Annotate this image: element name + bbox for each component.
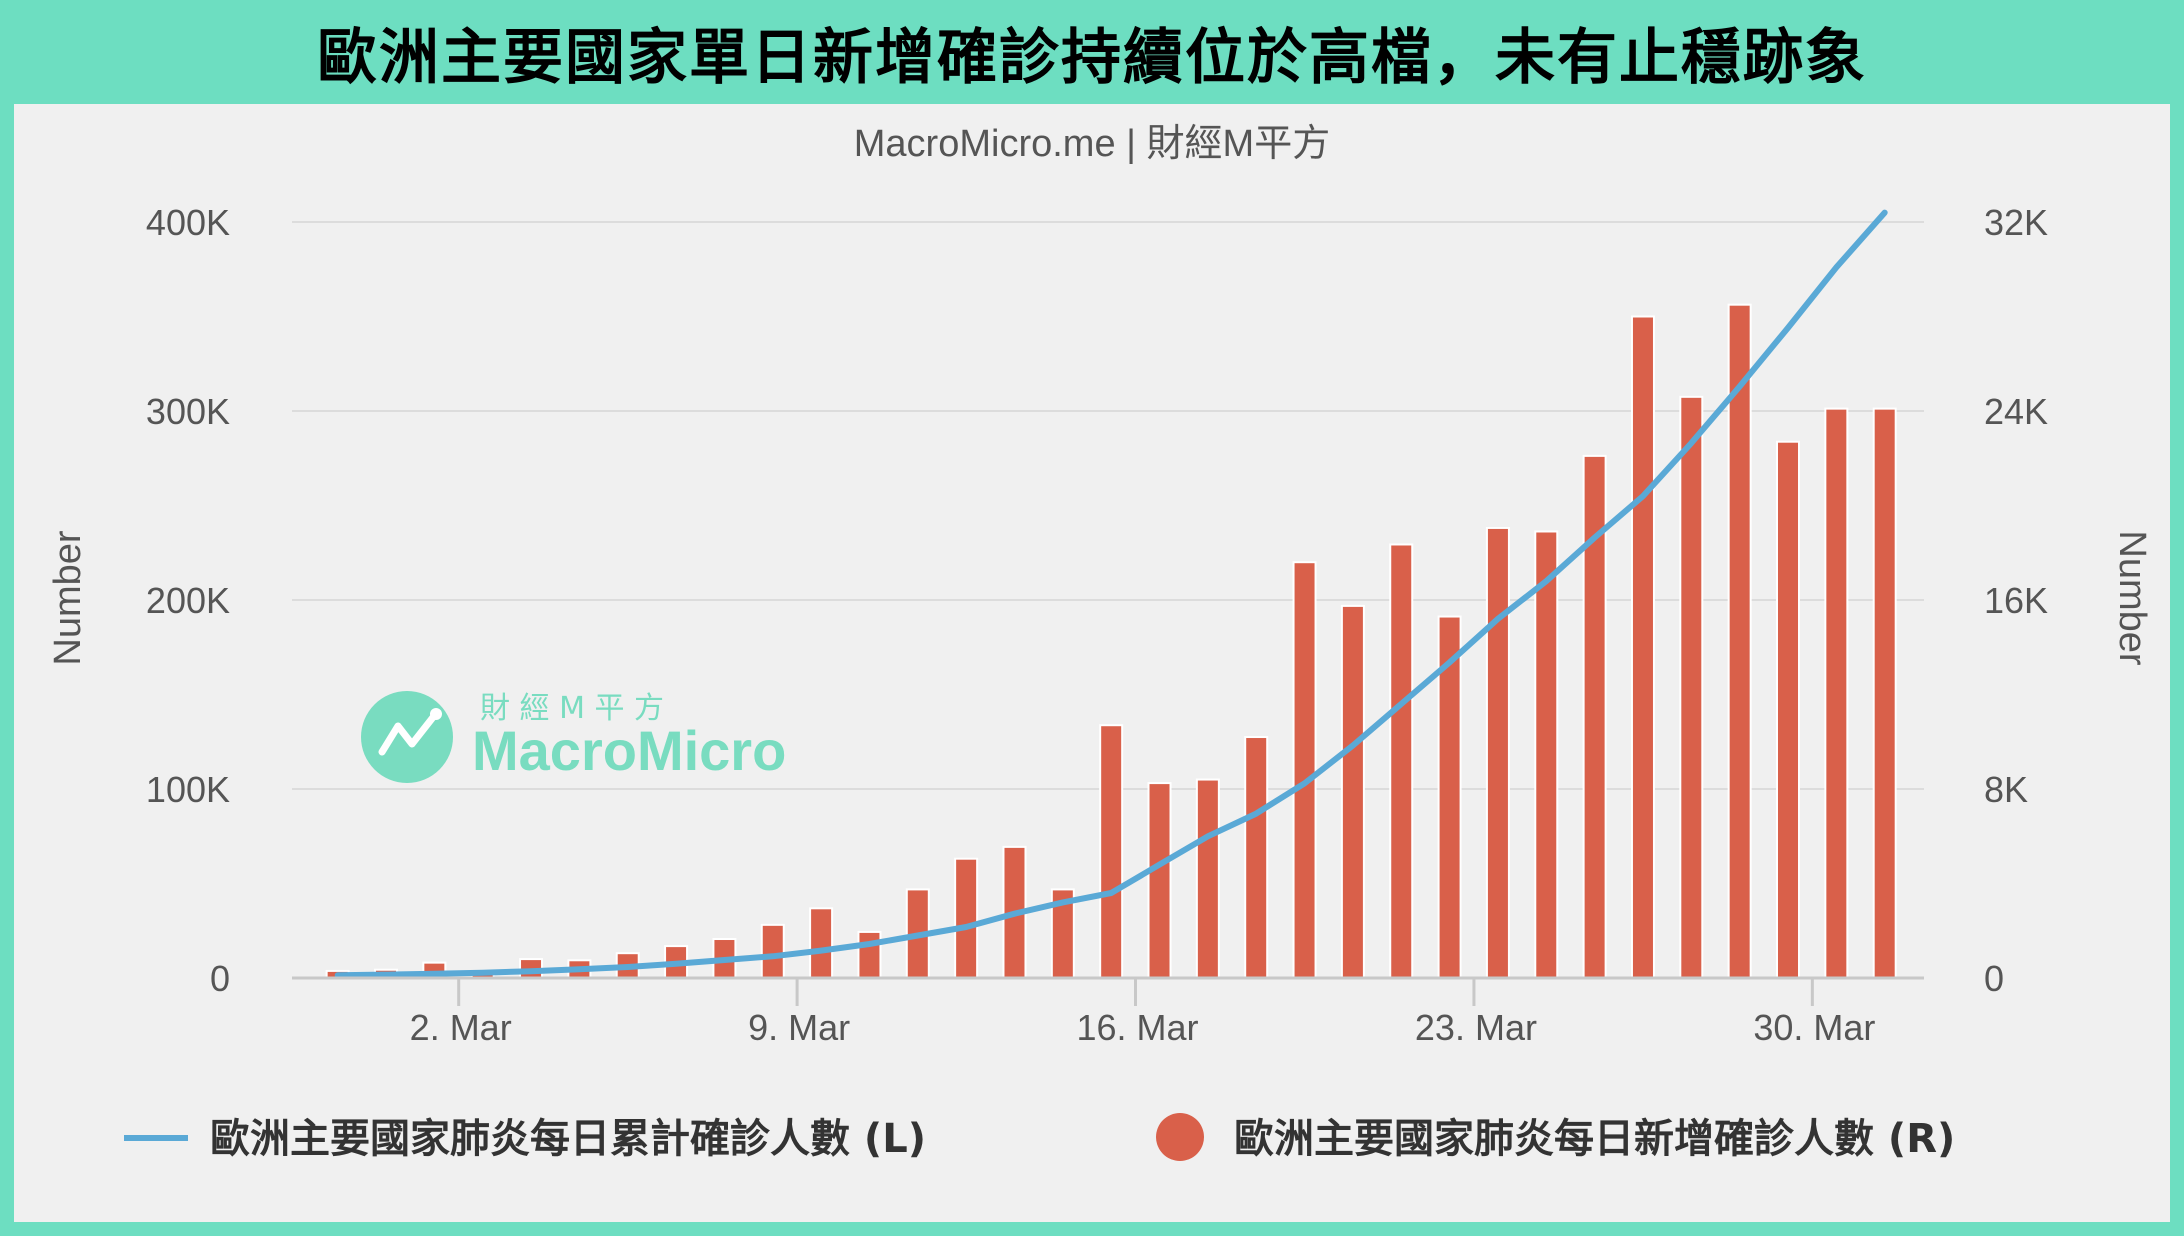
bar [954,857,979,979]
x-tick-label: 9. Mar [748,1007,850,1048]
left-tick-label: 100K [146,769,230,810]
bar [1147,782,1172,979]
right-tick-label: 24K [1984,391,2048,432]
bar [1292,561,1317,979]
bar [1534,530,1559,979]
left-tick-label: 200K [146,580,230,621]
bar [1679,395,1704,979]
right-tick-label: 8K [1984,769,2028,810]
cumulative-line [334,209,1888,979]
left-tick-label: 300K [146,391,230,432]
legend: 歐洲主要國家肺炎每日累計確診人數 (L) 歐洲主要國家肺炎每日新增確診人數 (R… [124,1113,1955,1162]
bar [1824,407,1849,979]
bar [1099,724,1124,980]
bar [1630,315,1655,979]
x-tick-label: 16. Mar [1076,1007,1198,1048]
line-series [334,209,1888,979]
bar [1485,526,1510,979]
bar [1195,778,1220,979]
watermark-logo-dot-icon [430,708,442,720]
bar [1727,303,1752,979]
x-tick-label: 30. Mar [1753,1007,1875,1048]
watermark-en: MacroMicro [472,719,786,782]
watermark: 財 經 M 平 方 MacroMicro [361,691,786,783]
watermark-logo-chart-icon [378,712,438,756]
right-tick-label: 32K [1984,202,2048,243]
legend-bar-swatch [1156,1113,1204,1161]
bar [760,923,785,979]
bar [1340,604,1365,979]
left-tick-label: 0 [210,958,230,999]
legend-line-label: 歐洲主要國家肺炎每日累計確診人數 (L) [210,1116,926,1162]
axes: 0 0 100K 8K 200K 16K 300K 24K 400K 32K 2. Mar 9. Ma… [146,202,2048,1048]
bar [809,907,834,980]
chart-svg: 財 經 M 平 方 MacroMicro MacroMicro.me | 財經M… [47,123,2153,1162]
left-tick-label: 400K [146,202,230,243]
bar [1389,543,1414,979]
right-tick-label: 0 [1984,958,2004,999]
legend-bar-label: 歐洲主要國家肺炎每日新增確診人數 (R) [1234,1116,1955,1162]
bar [1872,407,1897,979]
watermark-cn: 財 經 M 平 方 [480,691,664,726]
x-tick-label: 2. Mar [410,1007,512,1048]
right-tick-label: 16K [1984,580,2048,621]
bar [1776,440,1800,979]
x-tick-label: 23. Mar [1415,1007,1537,1048]
chart-panel: 財 經 M 平 方 MacroMicro MacroMicro.me | 財經M… [14,104,2170,1222]
bar [1244,736,1269,980]
left-axis-label: Number [47,530,89,665]
bar [857,930,882,980]
chart-title: MacroMicro.me | 財經M平方 [854,123,1330,165]
headline: 歐洲主要國家單日新增確診持續位於高檔，未有止穩跡象 [317,22,1867,93]
bar-series [325,303,1897,980]
right-axis-label: Number [2111,530,2153,665]
